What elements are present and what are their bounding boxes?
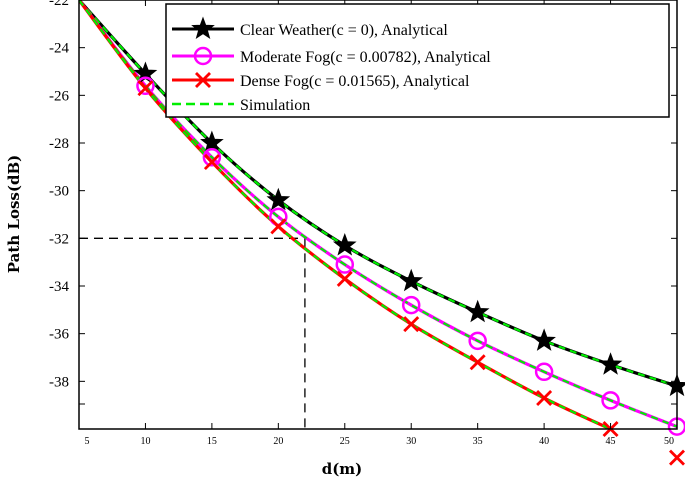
legend-swatch-marker [191, 16, 215, 40]
series-3-marker [469, 354, 486, 371]
y-tick-label: -36 [49, 327, 69, 343]
reference-lines [79, 237, 306, 429]
series-3-marker [403, 316, 420, 333]
legend-label: Moderate Fog(c = 0.00782), Analytical [240, 49, 491, 66]
plot-frame [78, 0, 678, 430]
y-tick-label: -22 [49, 0, 69, 9]
series-1-marker [465, 299, 490, 323]
series-3-marker [536, 390, 553, 407]
x-tick-label: 20 [273, 436, 283, 447]
legend-label: Dense Fog(c = 0.01565), Analytical [240, 73, 470, 90]
x-tick-label: 50 [664, 436, 674, 447]
series-3-marker [669, 449, 685, 466]
series-3-marker [137, 80, 154, 97]
series-3-marker [203, 154, 220, 171]
legend-entry-2: Moderate Fog(c = 0.00782), Analytical [172, 46, 491, 66]
x-axis-ticks: 5 10 15 20 25 30 35 40 45 50 [78, 0, 678, 447]
y-tick-label: -32 [49, 231, 69, 247]
legend: Clear Weather(c = 0), Analytical Moderate… [165, 3, 670, 118]
series-2-marker [136, 76, 155, 96]
y-tick-label: -24 [49, 41, 69, 57]
y-tick-label: -38 [49, 374, 69, 390]
series-1-marker [332, 233, 357, 256]
x-tick-label: 25 [340, 436, 350, 447]
series-2-marker [401, 295, 421, 315]
legend-label: Clear Weather(c = 0), Analytical [240, 22, 448, 39]
series-2-marker [202, 148, 222, 167]
plot-markers [133, 61, 685, 466]
x-axis-title: d(m) [322, 460, 363, 478]
series-3-marker [270, 218, 287, 235]
series-1-marker [532, 328, 556, 351]
x-tick-label: 45 [606, 436, 616, 447]
series-3-marker [336, 270, 353, 287]
legend-entry-4: Simulation [172, 97, 310, 114]
legend-label: Simulation [240, 97, 310, 114]
x-tick-label: 40 [539, 436, 549, 447]
y-tick-label: -34 [49, 279, 69, 295]
legend-entry-3: Dense Fog(c = 0.01565), Analytical [172, 72, 470, 90]
series-1-marker [665, 373, 685, 397]
series-1-marker [266, 187, 291, 211]
y-tick-label: -30 [49, 184, 69, 200]
x-tick-label: 15 [207, 436, 217, 447]
x-tick-label: 35 [473, 436, 483, 447]
series-2-marker [468, 331, 487, 351]
x-tick-label: 5 [85, 436, 90, 447]
y-axis-title: Path Loss(dB) [5, 155, 23, 273]
x-tick-label: 10 [140, 436, 150, 447]
series-2-marker [534, 362, 554, 382]
y-tick-label: -28 [49, 136, 69, 152]
x-tick-label: 30 [406, 436, 416, 447]
y-tick-label: -26 [49, 88, 69, 104]
series-1-marker [598, 352, 623, 375]
legend-swatch-marker [193, 46, 213, 66]
legend-swatch-marker [195, 72, 211, 88]
series-1-marker [399, 268, 424, 292]
y-axis-ticks: -22 -24 -26 -28 -30 -32 -34 -36 -38 [49, 0, 677, 405]
series-1-marker [200, 130, 224, 154]
series-2-marker [335, 255, 355, 274]
legend-entry-1: Clear Weather(c = 0), Analytical [172, 16, 448, 40]
legend-box [165, 3, 670, 118]
series-2-marker [601, 391, 620, 410]
